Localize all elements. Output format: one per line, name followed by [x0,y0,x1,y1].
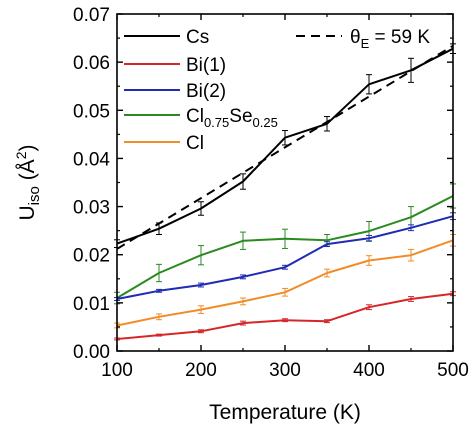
y-tick-label: 0.03 [73,198,110,219]
y-tick-label: 0.07 [73,5,110,26]
legend-label-series-1: Bi(1) [186,55,226,76]
legend-label-part: Cl [186,106,204,127]
y-axis-label: Uiso (Å2) [13,145,43,221]
y-tick-label: 0.05 [73,101,110,122]
y-axis-label-unit: (Å [16,159,39,186]
y-tick-label: 0.02 [73,246,110,267]
y-tick-label: 0.00 [73,342,110,363]
y-tick-label: 0.04 [73,149,110,170]
legend-label-sub: 0.75 [204,115,229,130]
x-tick-label: 100 [101,360,133,381]
legend-label-part: = 59 K [369,27,430,48]
y-axis-label-unit-sup: 2 [13,151,29,159]
legend-label-fit: θE = 59 K [350,27,430,51]
einstein-fit-line [116,44,454,250]
y-axis-label-sub: iso [26,186,43,205]
legend-label-part: θ [350,27,361,48]
y-tick-label: 0.06 [73,53,110,74]
series-3-line [116,195,454,299]
y-axis-label-unit-end: ) [16,145,39,152]
x-axis-label: Temperature (K) [209,401,361,424]
series-layer [114,43,456,341]
x-tick-label: 400 [353,360,385,381]
legend-label-series-4: Cl [186,133,204,154]
legend-label-part: Se [229,106,252,127]
legend-label-sub: E [361,36,370,51]
y-tick-label: 0.01 [73,294,110,315]
y-axis-label-main: U [16,205,39,220]
legend-label-series-2: Bi(2) [186,81,226,102]
legend-label-sub: 0.25 [253,115,278,130]
series-4-line [116,239,454,327]
series-2-line [116,215,454,300]
series-1-line [116,292,454,340]
legend-label-series-3: Cl0.75Se0.25 [186,106,278,130]
series-0-line [116,47,454,245]
x-tick-label: 300 [269,360,301,381]
series-2-group [114,212,456,301]
x-tick-label: 200 [185,360,217,381]
tick-layer: 100 200 300 400 500 0.00 0.01 0.02 0.03 0.04 0.05 0… [73,5,469,381]
series-4-group [114,233,456,329]
legend-label-series-0: Cs [186,27,209,48]
x-tick-label: 500 [437,360,469,381]
series-3-group [114,183,456,305]
